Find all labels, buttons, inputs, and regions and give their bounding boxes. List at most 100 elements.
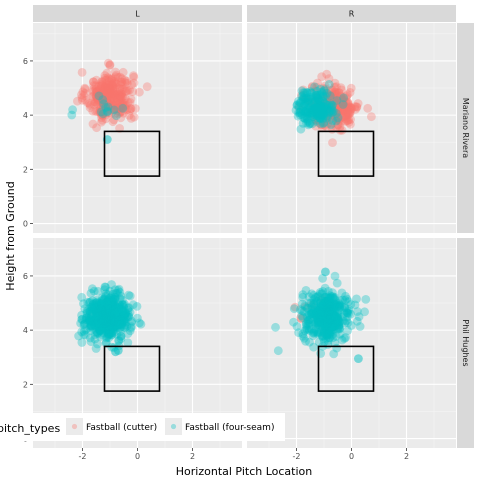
data-point [332, 97, 342, 107]
data-point [318, 323, 328, 332]
data-point [309, 309, 319, 319]
data-point [99, 95, 109, 105]
data-point [331, 315, 340, 325]
data-point [100, 314, 110, 324]
data-point [340, 106, 349, 116]
data-point [322, 104, 332, 114]
data-point [310, 106, 320, 115]
data-point [323, 105, 333, 115]
data-point [294, 101, 304, 111]
data-point [77, 95, 87, 105]
data-point [314, 104, 324, 113]
data-point [333, 301, 343, 311]
data-point [307, 119, 317, 129]
data-point [95, 304, 105, 314]
data-point [327, 314, 336, 324]
data-point [99, 316, 109, 326]
data-point [322, 69, 332, 79]
data-point [116, 104, 126, 114]
data-point [108, 297, 118, 307]
data-point [108, 303, 118, 312]
data-point [325, 293, 335, 303]
data-point [324, 309, 333, 319]
data-point [104, 100, 114, 110]
data-point [120, 317, 129, 327]
data-point [93, 312, 103, 322]
data-point [316, 97, 325, 107]
data-point [327, 88, 336, 97]
data-point [325, 291, 335, 300]
data-point [104, 312, 114, 321]
data-point [102, 313, 111, 323]
data-point [315, 309, 325, 319]
data-point [128, 87, 138, 96]
data-point [312, 86, 322, 96]
data-point [326, 105, 335, 115]
data-point [344, 297, 353, 306]
data-point [332, 90, 341, 100]
data-point [303, 316, 313, 326]
data-point [307, 302, 317, 312]
data-point [352, 316, 362, 326]
data-point [123, 78, 132, 88]
data-point [107, 313, 117, 323]
data-point [322, 103, 332, 113]
data-point [332, 102, 341, 111]
data-point [123, 303, 133, 313]
data-point [323, 96, 332, 106]
data-point [96, 332, 105, 341]
data-point [86, 337, 96, 347]
data-point [306, 108, 316, 117]
data-point [306, 119, 315, 128]
data-point [296, 313, 305, 323]
data-point [297, 311, 307, 321]
data-point [332, 112, 342, 122]
data-point [337, 301, 346, 311]
data-point [313, 320, 323, 330]
data-point [314, 327, 324, 337]
data-point [330, 78, 340, 88]
data-point [305, 97, 314, 106]
data-point [100, 82, 110, 92]
data-point [115, 84, 125, 93]
data-point [120, 299, 129, 309]
data-point [347, 321, 356, 330]
data-point [318, 308, 328, 317]
data-point [101, 316, 111, 326]
data-point [104, 309, 114, 319]
data-point [108, 100, 117, 109]
data-point [110, 285, 120, 295]
data-point [121, 318, 131, 327]
data-point [321, 318, 331, 328]
data-point [116, 103, 125, 113]
data-point [310, 319, 320, 329]
data-point [101, 114, 111, 124]
data-point [90, 321, 100, 330]
data-point [92, 327, 101, 337]
data-point [86, 326, 96, 335]
data-point [98, 312, 108, 322]
data-point [100, 86, 110, 95]
data-point [332, 107, 342, 116]
y-tick-label: 2 [23, 165, 28, 174]
data-point [106, 324, 116, 334]
data-point [94, 81, 104, 91]
data-point [126, 104, 136, 113]
data-point [101, 98, 111, 108]
data-point [333, 114, 343, 124]
data-point [339, 94, 348, 104]
data-point [340, 303, 349, 313]
data-point [344, 115, 354, 125]
data-point [320, 102, 330, 112]
data-point [343, 103, 353, 113]
data-point [92, 309, 102, 318]
data-point [99, 102, 109, 112]
data-point [118, 102, 127, 112]
data-point [97, 317, 107, 326]
data-point [104, 295, 113, 305]
data-point [340, 104, 350, 114]
data-point [328, 308, 338, 318]
data-point [321, 109, 331, 118]
data-point [304, 107, 313, 117]
data-point [310, 97, 320, 106]
